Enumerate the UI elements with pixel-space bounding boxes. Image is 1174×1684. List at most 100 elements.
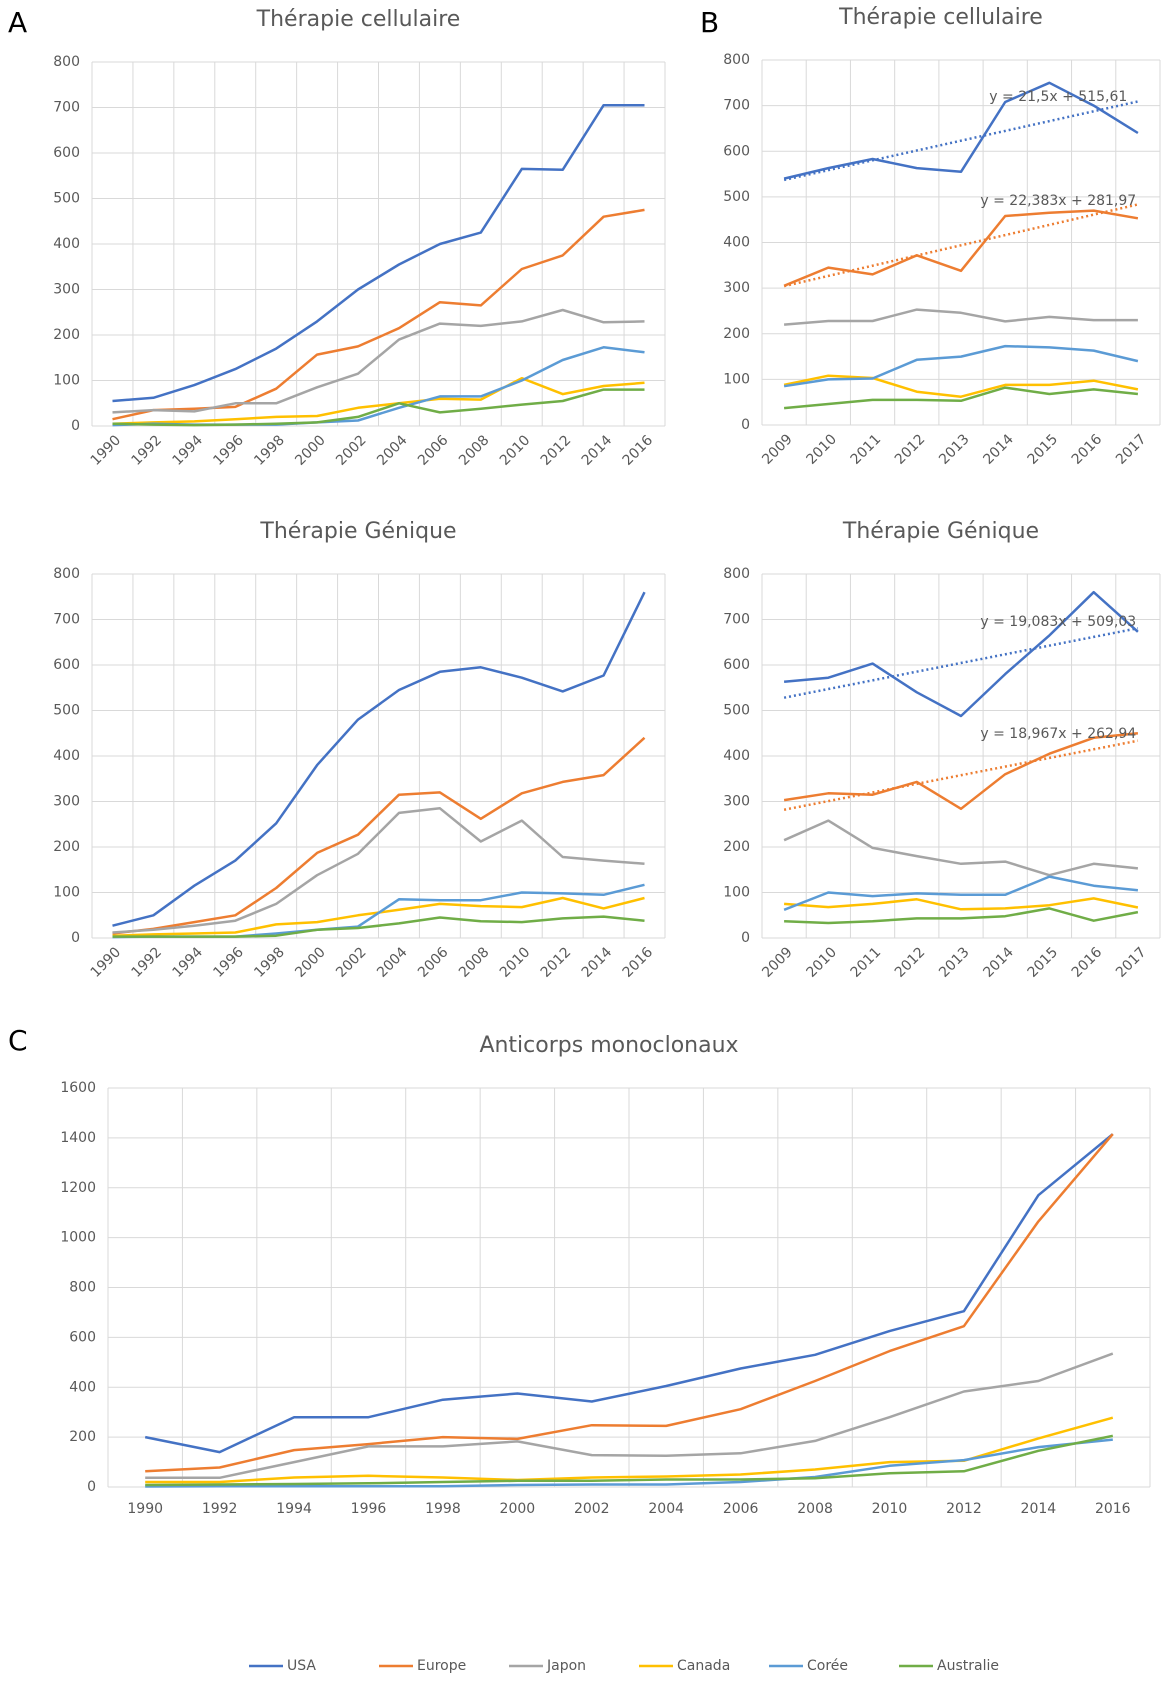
x-tick-label: 2011 xyxy=(848,944,885,981)
trendline-label: y = 19,083x + 509,03 xyxy=(980,614,1136,630)
x-tick-label: 2017 xyxy=(1113,944,1150,981)
series-line xyxy=(112,103,645,403)
x-tick-label: 2004 xyxy=(374,944,411,981)
x-tick-label: 1990 xyxy=(88,432,125,469)
x-tick-label: 2016 xyxy=(620,432,657,469)
y-tick-label: 200 xyxy=(69,1429,96,1445)
panel-label: B xyxy=(700,6,719,39)
chart-title: Thérapie cellulaire xyxy=(256,7,461,32)
y-tick-label: 200 xyxy=(723,839,750,855)
series-line xyxy=(145,1434,1114,1487)
x-tick-label: 2009 xyxy=(759,944,796,981)
legend-label: Europe xyxy=(417,1658,466,1674)
series-line xyxy=(112,736,646,935)
x-tick-label: 1994 xyxy=(169,432,206,469)
y-tick-label: 400 xyxy=(69,1379,96,1395)
y-tick-label: 100 xyxy=(53,373,80,389)
x-tick-label: 2012 xyxy=(538,432,575,469)
y-tick-label: 200 xyxy=(53,327,80,343)
series-line xyxy=(784,897,1139,911)
series-line xyxy=(783,819,1139,877)
x-tick-label: 1992 xyxy=(202,1501,238,1517)
y-tick-label: 100 xyxy=(723,371,750,387)
y-tick-label: 700 xyxy=(53,100,80,116)
x-tick-label: 2010 xyxy=(497,944,534,981)
trendline xyxy=(783,627,1139,699)
legend-label: Australie xyxy=(937,1658,999,1674)
y-tick-label: 200 xyxy=(53,839,80,855)
panel-label: A xyxy=(8,6,27,39)
series-line xyxy=(783,875,1139,911)
x-tick-label: 2008 xyxy=(456,944,493,981)
x-tick-label: 2016 xyxy=(1095,1501,1131,1517)
x-tick-label: 2000 xyxy=(292,432,329,469)
x-tick-label: 1994 xyxy=(276,1501,312,1517)
x-tick-label: 2014 xyxy=(980,944,1017,981)
trendline-label: y = 22,383x + 281,97 xyxy=(980,193,1136,209)
x-tick-label: 2002 xyxy=(574,1501,610,1517)
y-tick-label: 500 xyxy=(723,703,750,719)
x-tick-label: 1996 xyxy=(351,1501,387,1517)
trendline-label: y = 21,5x + 515,61 xyxy=(989,89,1127,105)
series-line xyxy=(145,1352,1114,1480)
series-line xyxy=(783,590,1139,718)
x-tick-label: 1992 xyxy=(129,432,166,469)
x-tick-label: 1994 xyxy=(169,944,206,981)
x-tick-label: 2015 xyxy=(1025,944,1062,981)
legend-label: Corée xyxy=(807,1658,848,1674)
x-tick-label: 2012 xyxy=(538,944,575,981)
trendline-label: y = 18,967x + 262,94 xyxy=(980,726,1136,742)
y-tick-label: 0 xyxy=(71,930,80,946)
series-line xyxy=(112,208,645,421)
y-tick-label: 0 xyxy=(741,417,750,433)
series-line xyxy=(144,1133,1114,1454)
x-tick-label: 2010 xyxy=(803,944,840,981)
series-line xyxy=(784,907,1139,925)
y-tick-label: 500 xyxy=(53,703,80,719)
y-tick-label: 500 xyxy=(53,191,80,207)
y-tick-label: 800 xyxy=(723,566,750,582)
legend-label: USA xyxy=(287,1658,316,1674)
y-tick-label: 1200 xyxy=(60,1180,96,1196)
x-tick-label: 2012 xyxy=(946,1501,982,1517)
series-line xyxy=(783,81,1139,180)
y-tick-label: 300 xyxy=(53,794,80,810)
trendline xyxy=(783,203,1139,288)
y-tick-label: 400 xyxy=(53,236,80,252)
x-tick-label: 2017 xyxy=(1113,431,1150,468)
series-line xyxy=(783,374,1139,398)
x-tick-label: 2016 xyxy=(1069,944,1106,981)
x-tick-label: 2000 xyxy=(292,944,329,981)
series-line xyxy=(112,376,645,425)
series-line xyxy=(783,732,1139,811)
y-tick-label: 100 xyxy=(723,885,750,901)
chart-title: Thérapie Génique xyxy=(842,519,1039,544)
y-tick-label: 300 xyxy=(723,794,750,810)
x-tick-label: 2016 xyxy=(1069,431,1106,468)
y-tick-label: 500 xyxy=(723,189,750,205)
x-tick-label: 2009 xyxy=(759,431,796,468)
series-line xyxy=(783,308,1138,326)
y-tick-label: 800 xyxy=(53,54,80,70)
x-tick-label: 2013 xyxy=(936,944,973,981)
y-tick-label: 0 xyxy=(71,418,80,434)
y-tick-label: 1000 xyxy=(60,1230,96,1246)
series-line xyxy=(783,209,1139,287)
x-tick-label: 2013 xyxy=(936,431,973,468)
legend-label: Japon xyxy=(546,1658,586,1674)
y-tick-label: 1600 xyxy=(60,1080,96,1096)
series-line xyxy=(112,915,645,938)
x-tick-label: 2006 xyxy=(415,944,452,981)
y-tick-label: 600 xyxy=(723,143,750,159)
series-line xyxy=(112,591,646,927)
x-tick-label: 2016 xyxy=(620,944,657,981)
y-tick-label: 800 xyxy=(69,1280,96,1296)
x-tick-label: 2008 xyxy=(456,432,493,469)
x-tick-label: 2012 xyxy=(892,431,929,468)
legend-label: Canada xyxy=(677,1658,730,1674)
y-tick-label: 300 xyxy=(723,280,750,296)
x-tick-label: 1998 xyxy=(425,1501,461,1517)
x-tick-label: 1996 xyxy=(210,944,247,981)
y-tick-label: 100 xyxy=(53,885,80,901)
